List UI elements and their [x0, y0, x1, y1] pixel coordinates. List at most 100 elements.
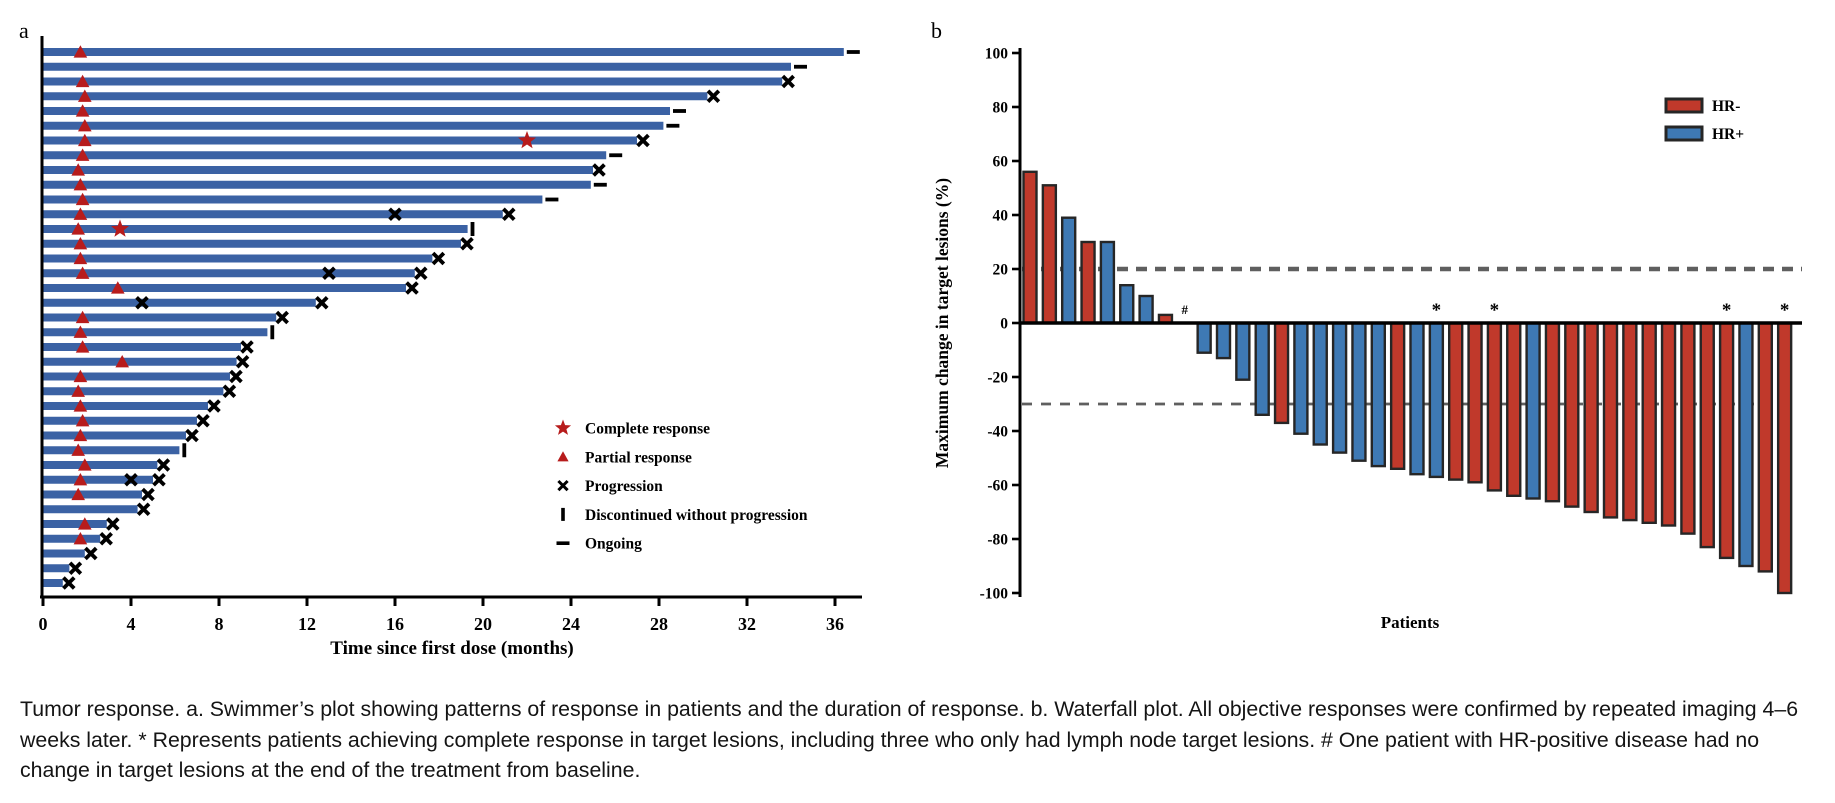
ongoing-dash-marker: [673, 109, 686, 113]
progression-x-marker: [136, 502, 151, 516]
legend-label: Progression: [585, 478, 663, 495]
progression-x-marker: [431, 251, 446, 266]
waterfall-bar: [1370, 321, 1387, 468]
waterfall-bar: [1215, 321, 1232, 360]
swimmer-bar: [43, 166, 593, 174]
legend-triangle-icon: [557, 451, 569, 462]
waterfall-bar: [1099, 240, 1116, 325]
x-tick-label: 8: [215, 614, 224, 634]
progression-x-marker: [135, 296, 149, 310]
partial-response-triangle-marker: [78, 89, 92, 102]
waterfall-bar: [1660, 321, 1677, 527]
swimmer-bar: [43, 225, 468, 233]
swimmer-bar: [43, 92, 708, 101]
swimmer-bar: [43, 564, 70, 573]
waterfall-bar: [1718, 321, 1735, 560]
y-axis-title: Maximum change in target lesions (%): [932, 178, 952, 468]
waterfall-bar: [1080, 240, 1096, 325]
discontinued-bar-marker: [470, 222, 475, 236]
waterfall-bar: [1389, 321, 1406, 471]
x-axis-title: Patients: [1381, 613, 1440, 632]
progression-x-marker: [196, 414, 210, 428]
partial-response-triangle-marker: [73, 177, 88, 191]
ongoing-dash-marker: [593, 182, 607, 187]
swimmer-bar: [43, 284, 406, 292]
waterfall-bar: [1583, 321, 1599, 514]
partial-response-triangle-marker: [78, 133, 92, 147]
x-tick-label: 24: [562, 614, 580, 634]
legend-label: HR-: [1712, 98, 1740, 115]
progression-x-marker: [152, 473, 166, 487]
partial-response-triangle-marker: [75, 192, 90, 206]
swimmer-bar: [43, 402, 208, 410]
swimmer-bar: [43, 387, 224, 396]
partial-response-triangle-marker: [73, 399, 88, 412]
legend-swatch-hr-negative: [1664, 97, 1704, 114]
progression-x-marker: [229, 369, 243, 384]
progression-x-marker: [636, 133, 650, 148]
y-tick-label: 80: [993, 100, 1009, 117]
panel-a-label: a: [19, 18, 29, 43]
partial-response-triangle-marker: [111, 281, 125, 294]
ongoing-dash-marker: [666, 123, 680, 128]
waterfall-bar: [1641, 321, 1657, 525]
partial-response-triangle-marker: [71, 163, 85, 176]
swimmer-bar: [43, 461, 158, 469]
progression-x-marker: [315, 296, 329, 310]
figure-canvas: 0 4 8 12 16 20 24 28 32 36 Time since first dose (…: [39, 36, 1802, 659]
progression-x-marker: [322, 266, 336, 280]
ongoing-dash-marker: [545, 197, 559, 202]
partial-response-triangle-marker: [78, 517, 92, 530]
progression-x-marker: [185, 428, 199, 443]
swimmer-bar: [43, 534, 101, 543]
discontinued-bar-marker: [270, 325, 275, 340]
waterfall-bar: [1293, 321, 1309, 435]
waterfall-bar: [1622, 321, 1638, 522]
swimmer-bar: [43, 490, 142, 499]
waterfall-bar: [1738, 321, 1754, 568]
waterfall-bar: [1273, 321, 1290, 425]
waterfall-bar: [1467, 321, 1483, 484]
swimmer-bar: [43, 62, 791, 71]
waterfall-bar: [1447, 321, 1464, 481]
progression-x-marker: [222, 384, 237, 398]
swimmer-bar: [43, 416, 197, 425]
x-tick-label: 28: [650, 614, 668, 634]
complete-response-star-marker: [518, 131, 536, 149]
waterfall-bar: [1680, 321, 1696, 535]
x-tick-label: 4: [127, 614, 136, 634]
partial-response-triangle-marker: [75, 74, 90, 88]
legend-dash-icon: [556, 541, 570, 545]
y-tick-label: -80: [987, 532, 1008, 549]
progression-x-marker: [84, 546, 98, 561]
partial-response-triangle-marker: [78, 458, 92, 471]
y-tick-label: -40: [987, 424, 1008, 441]
complete-response-asterisk: *: [1722, 300, 1732, 321]
partial-response-triangle-marker: [73, 472, 88, 486]
progression-x-marker: [706, 89, 721, 103]
partial-response-triangle-marker: [73, 531, 88, 545]
partial-response-triangle-marker: [75, 310, 90, 324]
waterfall-bar: [1196, 321, 1212, 354]
progression-x-marker: [240, 340, 254, 354]
partial-response-triangle-marker: [75, 413, 90, 427]
progression-x-marker: [405, 281, 419, 295]
x-tick-label: 32: [738, 614, 756, 634]
y-tick-label: 40: [993, 208, 1009, 225]
waterfall-bar: [1602, 321, 1619, 519]
swimmer-bar: [43, 549, 85, 558]
x-axis-title: Time since first dose (months): [330, 638, 573, 659]
swimmer-bar: [43, 239, 461, 248]
swimmer-bar: [43, 195, 543, 204]
x-tick-label: 12: [298, 614, 316, 634]
progression-x-marker: [460, 237, 474, 251]
swimmer-bar: [43, 121, 664, 130]
complete-response-asterisk: *: [1490, 300, 1500, 321]
waterfall-bar: [1254, 321, 1270, 417]
x-tick-label: 0: [39, 614, 48, 634]
progression-x-marker: [275, 310, 289, 325]
ongoing-dash-marker: [794, 64, 807, 69]
waterfall-bar: [1544, 321, 1561, 503]
x-tick-label: 16: [386, 614, 404, 634]
waterfall-bar: [1757, 321, 1774, 573]
